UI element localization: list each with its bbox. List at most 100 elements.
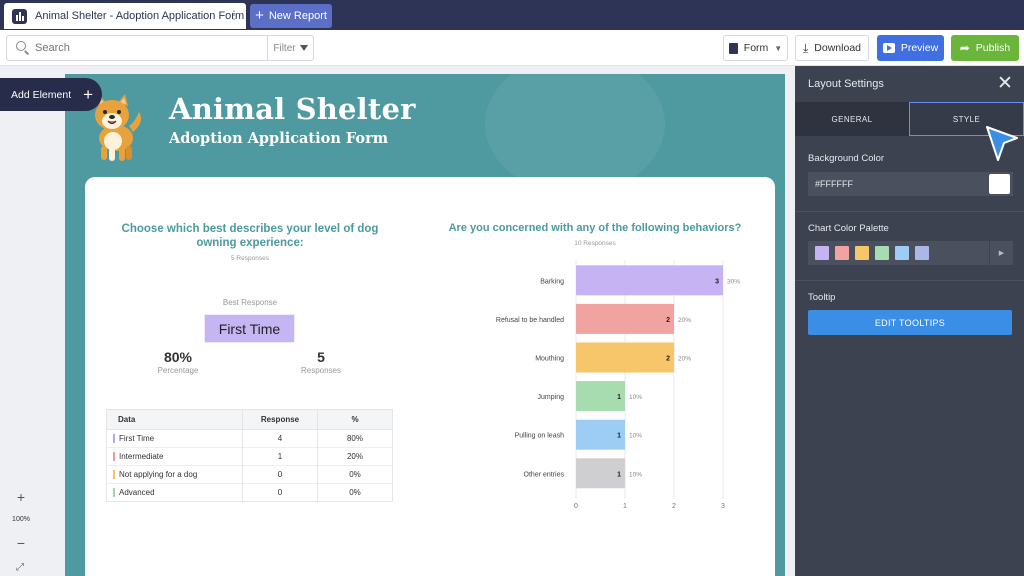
- responses-stat: 5 Responses: [281, 349, 361, 375]
- background-color-swatch[interactable]: [989, 174, 1010, 194]
- row-label-cell: Intermediate: [106, 447, 243, 466]
- zoom-in-button[interactable]: +: [16, 489, 26, 505]
- mouse-pointer-icon: [986, 126, 1018, 161]
- header-response: Response: [242, 409, 318, 430]
- tab-report[interactable]: Animal Shelter - Adoption Application Fo…: [4, 3, 246, 29]
- tab-style[interactable]: STYLE: [909, 102, 1024, 136]
- row-response: 4: [242, 429, 318, 448]
- divider: [795, 211, 1024, 212]
- chart-color-palette[interactable]: ▶: [808, 241, 1013, 265]
- tab-bar: Animal Shelter - Adoption Application Fo…: [0, 0, 1024, 30]
- publish-button[interactable]: ➦ Publish: [951, 35, 1019, 61]
- plus-icon: +: [83, 84, 94, 104]
- add-element-label: Add Element: [11, 88, 72, 101]
- category-label: Mouthing: [535, 356, 564, 363]
- bar-value-label: 1: [617, 433, 621, 440]
- more-options-icon[interactable]: ⋮: [228, 8, 240, 22]
- percentage-label: Percentage: [157, 366, 199, 375]
- tab-title: Animal Shelter - Adoption Application Fo…: [35, 10, 245, 22]
- bar-value-label: 1: [617, 394, 621, 401]
- add-element-button[interactable]: Add Element +: [0, 78, 102, 111]
- form-dropdown[interactable]: Form ▼: [723, 35, 788, 61]
- bar-value-label: 2: [666, 317, 670, 324]
- search-input[interactable]: [35, 42, 265, 54]
- tab-general[interactable]: GENERAL: [795, 102, 909, 136]
- x-tick-label: 3: [721, 503, 725, 510]
- form-icon: [728, 42, 738, 54]
- filter-button[interactable]: Filter: [267, 36, 313, 60]
- bar: [576, 342, 674, 373]
- zoom-level: 100%: [12, 516, 30, 523]
- preview-icon: [882, 43, 895, 53]
- zoom-out-button[interactable]: −: [16, 535, 26, 551]
- table-row: Advanced 0 0%: [106, 483, 393, 502]
- bar: [576, 381, 625, 412]
- form-label: Form: [743, 42, 769, 54]
- preview-button[interactable]: Preview: [877, 35, 944, 61]
- widget2-responses: 10 Responses: [574, 240, 616, 247]
- bar: [576, 458, 625, 489]
- row-label: Not applying for a dog: [119, 469, 198, 479]
- widget1-responses: 5 Responses: [231, 255, 269, 262]
- preview-label: Preview: [900, 42, 939, 54]
- close-icon[interactable]: ✕: [997, 73, 1013, 94]
- panel-title: Layout Settings: [808, 78, 884, 90]
- row-percent: 80%: [317, 429, 393, 448]
- header-percent: %: [317, 409, 393, 430]
- row-label-cell: Not applying for a dog: [106, 465, 243, 484]
- new-report-button[interactable]: + New Report: [250, 4, 332, 28]
- responses-caption: Responses: [300, 366, 342, 375]
- x-tick-label: 1: [623, 503, 627, 510]
- palette-swatch: [815, 246, 829, 260]
- row-label-cell: Advanced: [106, 483, 243, 502]
- download-button[interactable]: ⤓ Download: [795, 35, 869, 61]
- color-swatch: [113, 470, 115, 480]
- edit-tooltips-button[interactable]: EDIT TOOLTIPS: [808, 310, 1012, 335]
- search-box: Filter: [6, 35, 314, 61]
- palette-swatch: [855, 246, 869, 260]
- row-label: Intermediate: [119, 451, 164, 461]
- row-percent: 20%: [317, 447, 393, 466]
- category-label: Refusal to be handled: [496, 317, 564, 324]
- row-label: Advanced: [119, 487, 155, 497]
- dog-mascot-icon: [95, 94, 141, 161]
- responses-value: 5: [317, 349, 325, 365]
- filter-label: Filter: [273, 42, 296, 54]
- bar-percent-label: 20%: [678, 356, 691, 363]
- behaviors-bar-chart: Barking 3 30% Refusal to be handled 2 20% Mout…: [496, 260, 740, 510]
- category-label: Jumping: [538, 394, 565, 401]
- report-canvas: Animal Shelter Adoption Application Form…: [65, 74, 785, 576]
- new-report-label: New Report: [268, 10, 327, 22]
- row-label-cell: First Time: [106, 429, 243, 448]
- x-tick-label: 0: [574, 503, 578, 510]
- bar-value-label: 2: [666, 356, 670, 363]
- table-row: Not applying for a dog 0 0%: [106, 465, 393, 484]
- zoom-controls: + 100% −: [8, 486, 34, 554]
- report-title: Animal Shelter: [169, 92, 416, 126]
- palette-swatch: [915, 246, 929, 260]
- fit-screen-icon[interactable]: ⤢: [16, 562, 24, 573]
- category-label: Barking: [540, 278, 564, 285]
- bar: [576, 265, 723, 296]
- publish-label: Publish: [975, 42, 1011, 54]
- category-label: Other entries: [524, 471, 565, 478]
- bar-percent-label: 30%: [727, 278, 740, 285]
- row-response: 0: [242, 483, 318, 502]
- report-subtitle: Adoption Application Form: [169, 130, 389, 147]
- download-label: Download: [814, 42, 861, 54]
- bar-percent-label: 20%: [678, 317, 691, 324]
- category-label: Pulling on leash: [515, 433, 565, 440]
- report-logo-icon: [12, 8, 27, 24]
- download-icon: ⤓: [802, 40, 809, 55]
- bar-percent-label: 10%: [629, 471, 642, 478]
- bar: [576, 303, 674, 334]
- table-row: First Time 4 80%: [106, 429, 393, 448]
- color-swatch: [113, 488, 115, 498]
- bar-value-label: 3: [715, 278, 719, 285]
- layout-settings-panel: Layout Settings ✕ GENERAL STYLE Backgrou…: [795, 66, 1024, 576]
- widget2-question: Are you concerned with any of the follow…: [448, 222, 742, 234]
- palette-swatch: [875, 246, 889, 260]
- background-color-input[interactable]: #FFFFFF: [808, 172, 1013, 196]
- best-response-label: Best Response: [222, 298, 278, 307]
- palette-expand-icon[interactable]: ▶: [989, 241, 1013, 265]
